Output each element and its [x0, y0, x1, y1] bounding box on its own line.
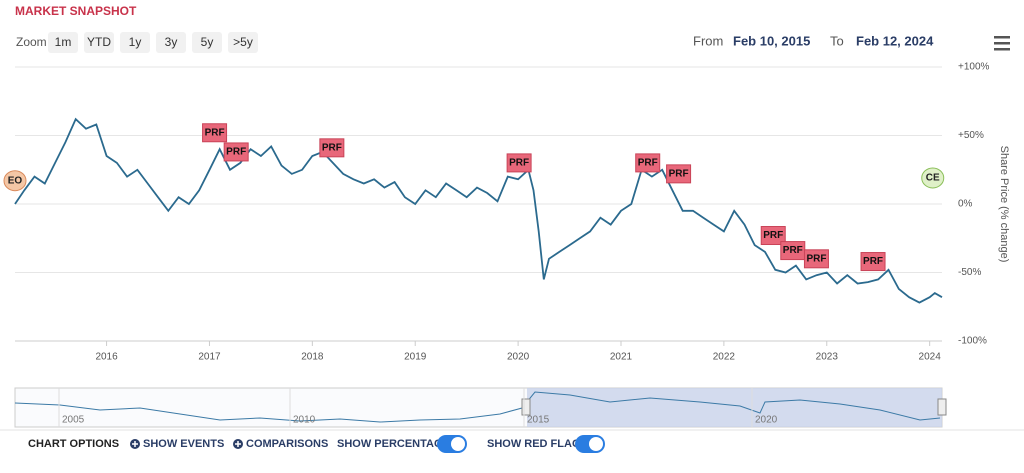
y-tick-label: +50%: [958, 130, 984, 141]
red-flag-label: PRF: [806, 253, 826, 264]
zoom-button-label[interactable]: 1m: [55, 35, 72, 49]
red-flag[interactable]: [760, 226, 786, 246]
red-flag[interactable]: [635, 153, 661, 173]
navigator-handle[interactable]: [521, 398, 531, 416]
to-label: To: [830, 33, 844, 48]
red-flag-label: PRF: [638, 158, 658, 169]
navigator-label: 2020: [755, 415, 778, 426]
red-flag[interactable]: [666, 164, 692, 184]
event-label: EO: [8, 175, 23, 186]
navigator-label: 2010: [293, 415, 316, 426]
y-tick-label: 0%: [958, 199, 973, 210]
show-red-flags: SHOW RED FLAGS: [487, 438, 588, 450]
from-date[interactable]: Feb 10, 2015: [733, 33, 810, 48]
red-flag[interactable]: [803, 249, 829, 269]
y-axis-label: Share Price (% change): [998, 146, 1010, 263]
x-tick-label: 2024: [919, 352, 942, 363]
navigator-label: 2015: [527, 415, 550, 426]
event-label: CE: [926, 173, 940, 184]
zoom-buttons: 1m YTD 1y 3y 5y >5y: [48, 32, 258, 53]
show-percentage: SHOW PERCENTAGE: [337, 438, 450, 450]
y-tick-label: -50%: [958, 267, 981, 278]
red-flag-label: PRF: [763, 230, 783, 241]
zoom-button[interactable]: [228, 32, 258, 53]
red-flag-label: PRF: [322, 142, 342, 153]
navigator-handle[interactable]: [937, 398, 947, 416]
red-flag-label: PRF: [205, 127, 225, 138]
y-tick-label: +100%: [958, 62, 990, 73]
red-flag[interactable]: [202, 123, 228, 143]
red-flag[interactable]: [506, 153, 532, 173]
zoom-button[interactable]: [156, 32, 186, 53]
red-flag[interactable]: [223, 142, 249, 162]
x-tick-label: 2017: [198, 352, 221, 363]
navigator-labels: 2005 2010 2015 2020: [58, 388, 778, 427]
title: MARKET SNAPSHOT: [15, 4, 137, 18]
x-tick-label: 2019: [404, 352, 427, 363]
zoom-button[interactable]: [120, 32, 150, 53]
red-flag[interactable]: [860, 252, 886, 272]
zoom-button-label[interactable]: 5y: [201, 35, 214, 49]
zoom-button-label[interactable]: YTD: [87, 35, 111, 49]
from-label: From: [693, 33, 723, 48]
red-flag-label: PRF: [509, 158, 529, 169]
event-marker[interactable]: [3, 170, 27, 192]
zoom-label: Zoom: [16, 35, 47, 49]
x-tick-label: 2023: [816, 352, 839, 363]
red-flag[interactable]: [319, 138, 345, 158]
comparisons[interactable]: COMPARISONS: [246, 438, 328, 450]
event-marker[interactable]: [921, 167, 945, 189]
zoom-button[interactable]: [192, 32, 222, 53]
x-tick-label: 2020: [507, 352, 530, 363]
price-line: [14, 117, 943, 304]
x-tick-label: 2018: [301, 352, 324, 363]
show-events[interactable]: SHOW EVENTS: [143, 438, 224, 450]
red-flag-label: PRF: [783, 245, 803, 256]
y-tick-label: -100%: [958, 336, 987, 347]
x-tick-label: 2016: [95, 352, 118, 363]
menu-icon[interactable]: [994, 36, 1010, 51]
zoom-button[interactable]: [84, 32, 114, 53]
red-flag-label: PRF: [863, 256, 883, 267]
x-tick-label: 2021: [610, 352, 633, 363]
to-date[interactable]: Feb 12, 2024: [856, 33, 934, 48]
red-flag-label: PRF: [226, 147, 246, 158]
x-tick-label: 2022: [713, 352, 736, 363]
chart-options: CHART OPTIONS: [28, 438, 119, 450]
zoom-button-label[interactable]: 3y: [165, 35, 178, 49]
navigator-selection[interactable]: [527, 388, 942, 427]
zoom-button-label[interactable]: >5y: [233, 35, 253, 49]
red-flag-label: PRF: [669, 169, 689, 180]
zoom-button[interactable]: [48, 32, 78, 53]
plot: +100% +50% 0% -50% -100% 2016 2017 2018 2019 2020…: [3, 62, 990, 363]
navigator-label: 2005: [62, 415, 85, 426]
zoom-button-label[interactable]: 1y: [129, 35, 142, 49]
